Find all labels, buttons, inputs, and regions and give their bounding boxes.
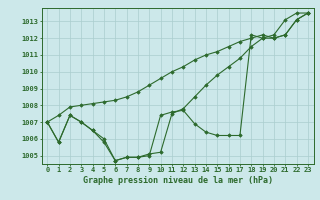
- X-axis label: Graphe pression niveau de la mer (hPa): Graphe pression niveau de la mer (hPa): [83, 176, 273, 185]
